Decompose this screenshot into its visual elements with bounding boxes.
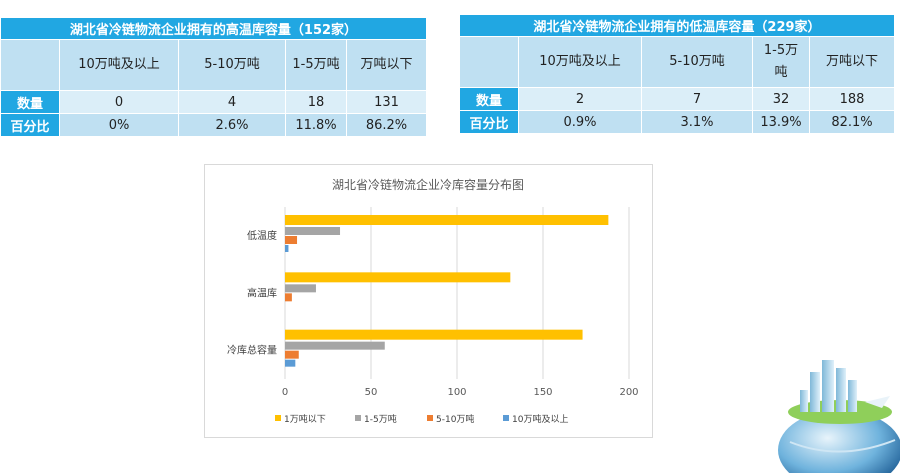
- bar-1万吨以下: [285, 215, 609, 225]
- bar-1-5万吨: [285, 341, 385, 350]
- column-header: 万吨以下: [809, 36, 895, 88]
- high-temp-table-caption: 湖北省冷链物流企业拥有的高温库容量（152家）: [0, 17, 427, 40]
- table-cell: 131: [346, 90, 427, 114]
- table-cell: 0%: [59, 113, 179, 137]
- legend-swatch: [503, 415, 509, 421]
- table-cell: 11.8%: [285, 113, 347, 137]
- table-corner: [459, 36, 519, 88]
- legend-swatch: [355, 415, 361, 421]
- x-tick-label: 100: [447, 387, 466, 398]
- table-cell: 3.1%: [641, 110, 753, 134]
- table-cell: 86.2%: [346, 113, 427, 137]
- row-label: 数量: [0, 90, 60, 114]
- x-tick-label: 0: [282, 387, 288, 398]
- legend-label: 5-10万吨: [436, 413, 474, 425]
- table-corner: [0, 39, 60, 91]
- bar-5-10万吨: [285, 293, 292, 302]
- column-header: 万吨以下: [346, 39, 427, 91]
- row-label: 百分比: [459, 110, 519, 134]
- bar-1-5万吨: [285, 284, 316, 293]
- x-tick-label: 200: [619, 387, 638, 398]
- x-tick-label: 50: [365, 387, 378, 398]
- table-cell: 4: [178, 90, 286, 114]
- table-cell: 2: [518, 87, 642, 111]
- table-row: 数量 0 4 18 131: [0, 90, 427, 114]
- chart-title: 湖北省冷链物流企业冷库容量分布图: [332, 177, 524, 192]
- table-row: 数量 2 7 32 188: [459, 87, 895, 111]
- bar-10万吨及以上: [285, 245, 289, 252]
- column-header: 5-10万吨: [178, 39, 286, 91]
- table-cell: 13.9%: [752, 110, 810, 134]
- low-temp-table: 湖北省冷链物流企业拥有的低温库容量（229家） 10万吨及以上 5-10万吨 1…: [459, 14, 895, 134]
- table-cell: 2.6%: [178, 113, 286, 137]
- bar-1-5万吨: [285, 227, 341, 235]
- table-row: 百分比 0% 2.6% 11.8% 86.2%: [0, 113, 427, 137]
- low-temp-table-caption: 湖北省冷链物流企业拥有的低温库容量（229家）: [459, 14, 895, 37]
- table-row: 百分比 0.9% 3.1% 13.9% 82.1%: [459, 110, 895, 134]
- row-label: 百分比: [0, 113, 60, 137]
- legend-swatch: [275, 415, 281, 421]
- column-header: 1-5万吨: [752, 36, 810, 88]
- bar-5-10万吨: [285, 236, 298, 244]
- legend-label: 10万吨及以上: [512, 413, 568, 425]
- category-label: 高温库: [247, 286, 277, 299]
- column-header: 5-10万吨: [641, 36, 753, 88]
- globe-city-illustration: [778, 360, 900, 473]
- column-header: 1-5万吨: [285, 39, 347, 91]
- table-cell: 82.1%: [809, 110, 895, 134]
- bar-10万吨及以上: [285, 359, 296, 367]
- table-cell: 0.9%: [518, 110, 642, 134]
- high-temp-table: 湖北省冷链物流企业拥有的高温库容量（152家） 10万吨及以上 5-10万吨 1…: [0, 17, 427, 137]
- column-header: 10万吨及以上: [518, 36, 642, 88]
- chart-container: 湖北省冷链物流企业冷库容量分布图 低温度高温库冷库总容量 0 50 100 150 20…: [204, 164, 653, 438]
- column-header: 10万吨及以上: [59, 39, 179, 91]
- table-cell: 7: [641, 87, 753, 111]
- legend-label: 1-5万吨: [364, 413, 397, 425]
- table-cell: 32: [752, 87, 810, 111]
- category-label: 冷库总容量: [227, 344, 277, 357]
- table-cell: 0: [59, 90, 179, 114]
- x-tick-label: 150: [533, 387, 552, 398]
- row-label: 数量: [459, 87, 519, 111]
- legend-swatch: [427, 415, 433, 421]
- bar-1万吨以下: [285, 272, 511, 283]
- category-label: 低温度: [247, 229, 277, 242]
- bar-1万吨以下: [285, 329, 583, 340]
- table-cell: 188: [809, 87, 895, 111]
- table-cell: 18: [285, 90, 347, 114]
- bar-5-10万吨: [285, 350, 299, 359]
- legend-label: 1万吨以下: [284, 413, 326, 425]
